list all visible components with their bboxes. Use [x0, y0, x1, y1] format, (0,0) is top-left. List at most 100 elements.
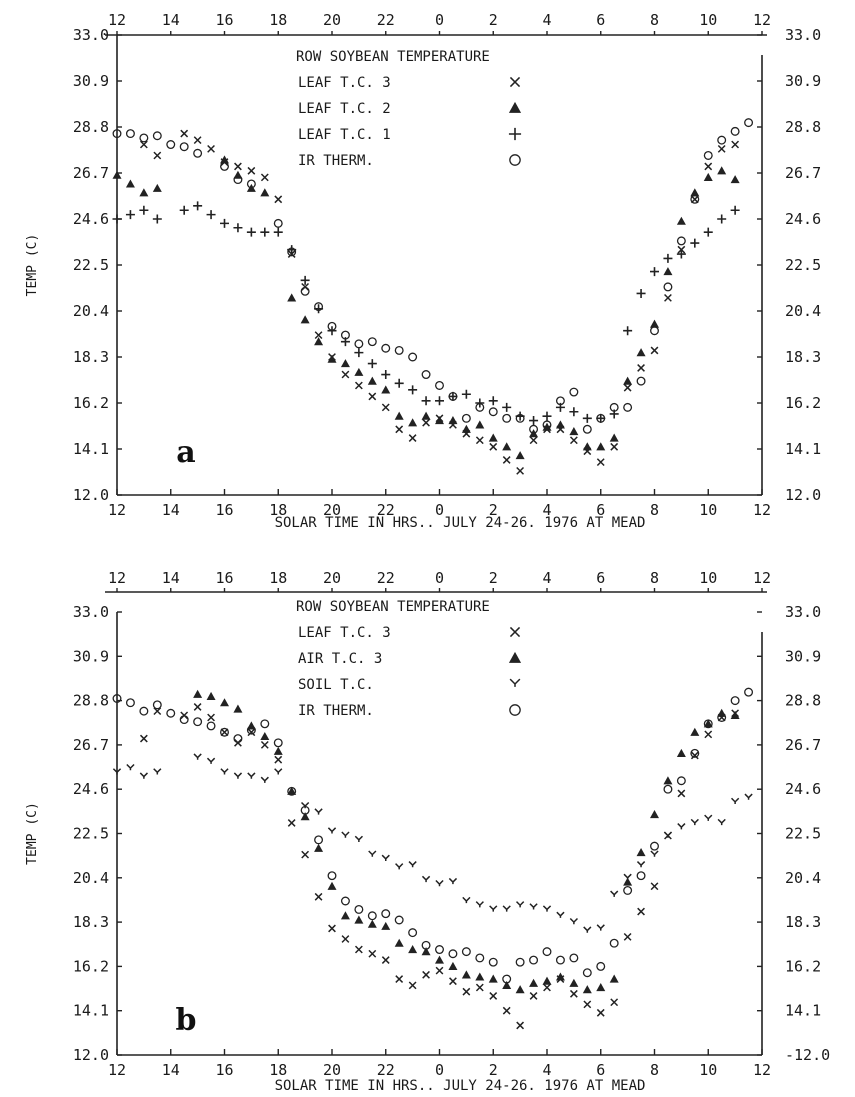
y-tick-label: 20.4 — [73, 302, 109, 320]
data-point — [461, 970, 471, 979]
data-point — [744, 687, 754, 697]
data-point — [596, 413, 606, 423]
y-tick-label-right: 24.6 — [785, 780, 821, 798]
legend-marker — [509, 76, 521, 88]
legend-title: ROW SOYBEAN TEMPERATURE — [296, 49, 490, 65]
data-point — [569, 978, 579, 987]
data-point — [610, 442, 619, 451]
legend-entry: AIR T.C. 3 — [298, 651, 382, 667]
legend-marker — [509, 154, 521, 166]
data-point — [125, 210, 135, 220]
legend-entry: LEAF T.C. 3 — [298, 625, 391, 641]
data-point — [703, 719, 713, 729]
data-point — [489, 442, 498, 451]
data-point — [260, 740, 269, 749]
data-point — [569, 436, 578, 445]
data-point — [488, 974, 498, 983]
data-point — [730, 205, 740, 215]
data-point — [314, 835, 324, 845]
data-point — [341, 831, 350, 838]
data-point — [435, 945, 444, 954]
legend-entry: IR THERM. — [298, 153, 374, 169]
data-point — [676, 216, 686, 225]
data-point — [650, 326, 659, 336]
data-point — [461, 389, 471, 399]
data-point — [690, 818, 699, 826]
y-tick-label: 12.0 — [73, 1046, 109, 1064]
data-point — [502, 1006, 511, 1015]
y-tick-label: 24.6 — [73, 780, 109, 798]
data-point — [610, 890, 619, 897]
data-point — [367, 376, 377, 385]
panel-letter: a — [176, 435, 195, 470]
data-point — [730, 126, 740, 136]
data-point — [220, 727, 229, 737]
y-tick-label-right: 12.0 — [785, 486, 821, 504]
y-tick-label-right: 24.6 — [785, 210, 821, 228]
chart-panel-a: 33.0 33.0 30.9 30.9 28.8 28.8 26.7 26.7 24.6 24.6… — [25, 11, 821, 531]
x-tick-label: 12 — [753, 1061, 771, 1079]
x-tick-label-top: 8 — [650, 569, 659, 587]
data-point — [717, 214, 727, 224]
data-point — [515, 901, 525, 908]
data-point — [233, 175, 243, 185]
data-point — [354, 339, 364, 349]
data-point — [623, 885, 633, 895]
data-point — [663, 282, 673, 292]
data-point — [179, 715, 189, 725]
y-tick-label-right: 22.5 — [785, 256, 821, 274]
data-point — [166, 708, 176, 718]
x-tick-label: 12 — [753, 501, 771, 519]
data-point — [354, 945, 363, 954]
data-point — [368, 392, 377, 401]
x-tick-label-top: 2 — [489, 11, 498, 29]
data-point — [435, 381, 444, 390]
data-point — [636, 376, 646, 386]
data-point — [395, 863, 404, 870]
data-point — [314, 892, 323, 901]
data-point — [488, 433, 498, 442]
data-point — [717, 713, 727, 722]
data-point — [663, 253, 673, 263]
data-point — [367, 359, 377, 369]
data-point — [314, 843, 324, 852]
legend-entry: LEAF T.C. 3 — [298, 75, 391, 91]
data-point — [327, 354, 337, 363]
data-point — [542, 905, 552, 912]
y-tick-label-right: 33.0 — [785, 603, 821, 621]
data-point — [274, 755, 283, 764]
data-point — [744, 118, 754, 128]
y-tick-label: 30.9 — [73, 72, 109, 90]
data-point — [220, 728, 229, 737]
data-point — [569, 426, 579, 436]
data-point — [650, 841, 659, 851]
data-point — [717, 166, 727, 175]
y-tick-label: 12.0 — [73, 486, 109, 504]
x-tick-label: 22 — [377, 1061, 395, 1079]
data-point — [422, 418, 430, 427]
data-point — [529, 436, 538, 445]
y-tick-label: 22.5 — [73, 256, 109, 274]
data-point — [461, 424, 471, 433]
data-point — [139, 188, 149, 197]
data-point — [408, 352, 418, 362]
data-point — [637, 907, 645, 916]
data-point — [421, 940, 431, 950]
data-point — [448, 949, 458, 959]
data-point — [193, 703, 202, 711]
data-point — [664, 293, 672, 302]
data-point — [381, 370, 391, 380]
legend-marker — [508, 101, 522, 113]
data-point — [704, 730, 713, 739]
data-point — [502, 413, 512, 423]
data-point — [394, 938, 404, 947]
x-tick-label: 20 — [323, 501, 341, 519]
x-tick-label: 14 — [162, 501, 180, 519]
y-tick-label: 26.7 — [73, 164, 109, 182]
y-tick-label-right: 18.3 — [785, 348, 821, 366]
data-point — [435, 416, 444, 425]
data-point — [421, 411, 431, 420]
data-point — [663, 776, 673, 785]
y-tick-label-right: 22.5 — [785, 825, 821, 843]
